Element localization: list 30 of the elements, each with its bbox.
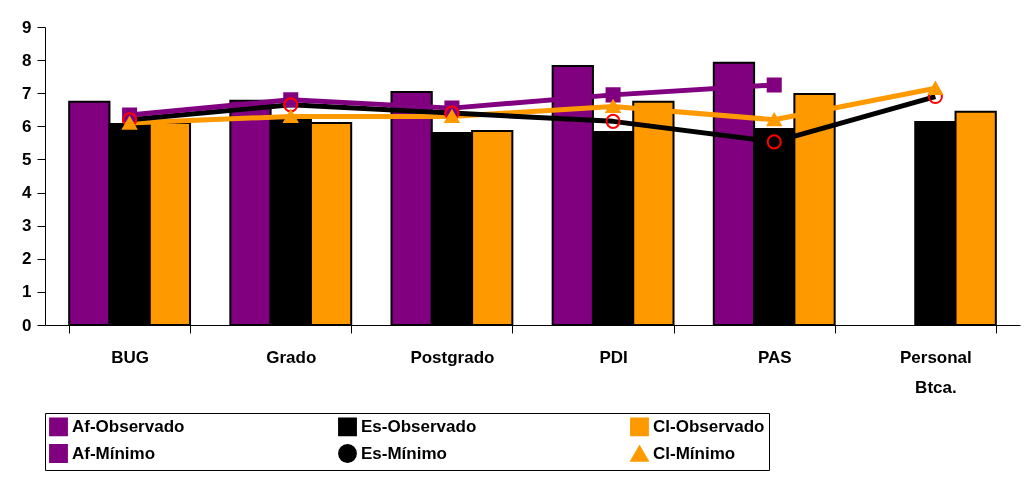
y-tick-label: 1 — [22, 282, 32, 302]
point — [766, 113, 782, 127]
x-tick-label: PAS — [757, 347, 792, 367]
legend-label: Es-Observado — [361, 416, 477, 436]
x-tick-label: BUG — [111, 347, 149, 367]
x-tick-label: PDI — [599, 347, 628, 367]
x-tick-label: Personal Btca. — [899, 347, 972, 397]
x-tick-label: Grado — [266, 347, 317, 367]
point — [605, 99, 621, 114]
legend-label: Af-Mínimo — [72, 443, 156, 463]
y-tick-label: 3 — [22, 216, 32, 236]
point — [444, 109, 460, 124]
y-tick-label: 6 — [22, 116, 32, 136]
y-tick-label: 9 — [22, 17, 32, 37]
point — [122, 116, 138, 130]
y-tick-label: 8 — [22, 50, 32, 70]
x-tick-label: Postgrado — [410, 347, 495, 367]
legend-label: Cl-Observado — [653, 416, 765, 436]
y-tick-label: 5 — [22, 149, 32, 169]
legend-label: Cl-Mínimo — [653, 443, 736, 463]
y-tick-label: 4 — [22, 183, 33, 203]
legend-label: Es-Mínimo — [361, 443, 447, 463]
y-tick-label: 7 — [22, 83, 32, 103]
point — [766, 77, 782, 93]
point — [927, 81, 943, 95]
y-tick-label: 2 — [22, 249, 32, 269]
point — [605, 87, 621, 103]
point — [283, 109, 299, 124]
y-tick-label: 0 — [22, 315, 32, 335]
legend-label: Af-Observado — [72, 416, 185, 436]
